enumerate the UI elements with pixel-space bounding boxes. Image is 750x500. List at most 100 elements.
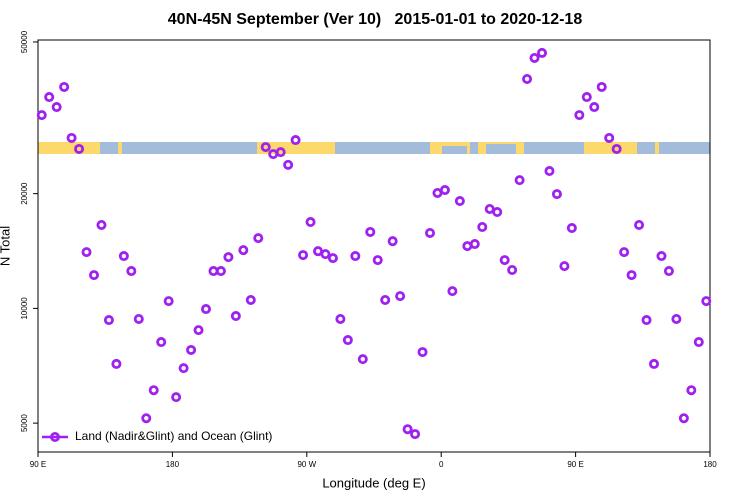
point <box>342 335 353 346</box>
point <box>66 132 77 143</box>
point <box>118 251 129 262</box>
x-tick-label: 90 W <box>297 460 316 469</box>
point <box>230 311 241 322</box>
point <box>141 413 152 424</box>
point <box>626 270 637 281</box>
point <box>44 92 55 103</box>
point <box>103 315 114 326</box>
point <box>148 385 159 396</box>
legend-label: Land (Nadir&Glint) and Ocean (Glint) <box>75 429 272 443</box>
point <box>372 255 383 266</box>
point <box>133 313 144 324</box>
point <box>499 255 510 266</box>
x-tick-label: 180 <box>703 460 717 469</box>
point <box>59 81 70 92</box>
point <box>469 239 480 250</box>
point <box>245 295 256 306</box>
point <box>163 296 174 307</box>
y-tick-label: 50000 <box>20 30 29 53</box>
point <box>529 52 540 63</box>
point <box>186 344 197 355</box>
point <box>693 337 704 348</box>
point <box>395 291 406 302</box>
point <box>656 251 667 262</box>
point <box>537 47 548 58</box>
point <box>260 142 271 153</box>
point <box>387 236 398 247</box>
point <box>551 189 562 200</box>
point <box>566 223 577 234</box>
y-tick-label: 10000 <box>20 297 29 320</box>
point <box>320 249 331 260</box>
point <box>410 429 421 440</box>
point <box>89 270 100 281</box>
point <box>193 325 204 336</box>
point <box>514 175 525 186</box>
y-tick-label: 20000 <box>20 182 29 205</box>
point <box>447 286 458 297</box>
point <box>574 110 585 121</box>
point <box>223 252 234 263</box>
point <box>507 265 518 276</box>
point <box>581 92 592 103</box>
point <box>477 222 488 233</box>
point <box>589 102 600 113</box>
point <box>417 347 428 358</box>
point <box>604 132 615 143</box>
point <box>686 385 697 396</box>
x-tick-label: 180 <box>166 460 180 469</box>
point <box>327 253 338 264</box>
point <box>81 247 92 258</box>
x-axis-label: Longitude (deg E) <box>322 475 425 490</box>
point <box>611 143 622 154</box>
point <box>215 266 226 277</box>
point <box>454 196 465 207</box>
point <box>402 424 413 435</box>
point <box>74 143 85 154</box>
point <box>111 358 122 369</box>
point <box>51 102 62 113</box>
point <box>305 217 316 228</box>
x-tick-label: 0 <box>439 460 444 469</box>
point <box>380 295 391 306</box>
point <box>439 185 450 196</box>
plot-frame <box>37 39 711 453</box>
legend-marker <box>50 431 61 442</box>
point <box>641 315 652 326</box>
point <box>671 313 682 324</box>
point <box>544 166 555 177</box>
point <box>678 413 689 424</box>
point <box>156 337 167 348</box>
point <box>596 81 607 92</box>
point <box>253 233 264 244</box>
point <box>283 159 294 170</box>
point <box>634 219 645 230</box>
x-tick-label: 90 E <box>567 460 583 469</box>
point <box>522 73 533 84</box>
point <box>663 266 674 277</box>
y-axis-label: N Total <box>0 226 12 266</box>
point <box>350 251 361 262</box>
point <box>200 304 211 315</box>
point <box>126 266 137 277</box>
x-tick-label: 90 E <box>30 460 46 469</box>
point <box>335 313 346 324</box>
point <box>424 227 435 238</box>
point <box>701 296 712 307</box>
point <box>171 392 182 403</box>
point <box>357 354 368 365</box>
point <box>290 135 301 146</box>
point <box>559 261 570 272</box>
point <box>619 247 630 258</box>
point <box>96 219 107 230</box>
land-mask-band <box>38 142 710 154</box>
point <box>298 250 309 261</box>
point <box>36 110 47 121</box>
point <box>178 363 189 374</box>
point <box>492 207 503 218</box>
point <box>275 147 286 158</box>
y-tick-label: 5000 <box>20 414 29 432</box>
point <box>365 226 376 237</box>
point <box>238 245 249 256</box>
